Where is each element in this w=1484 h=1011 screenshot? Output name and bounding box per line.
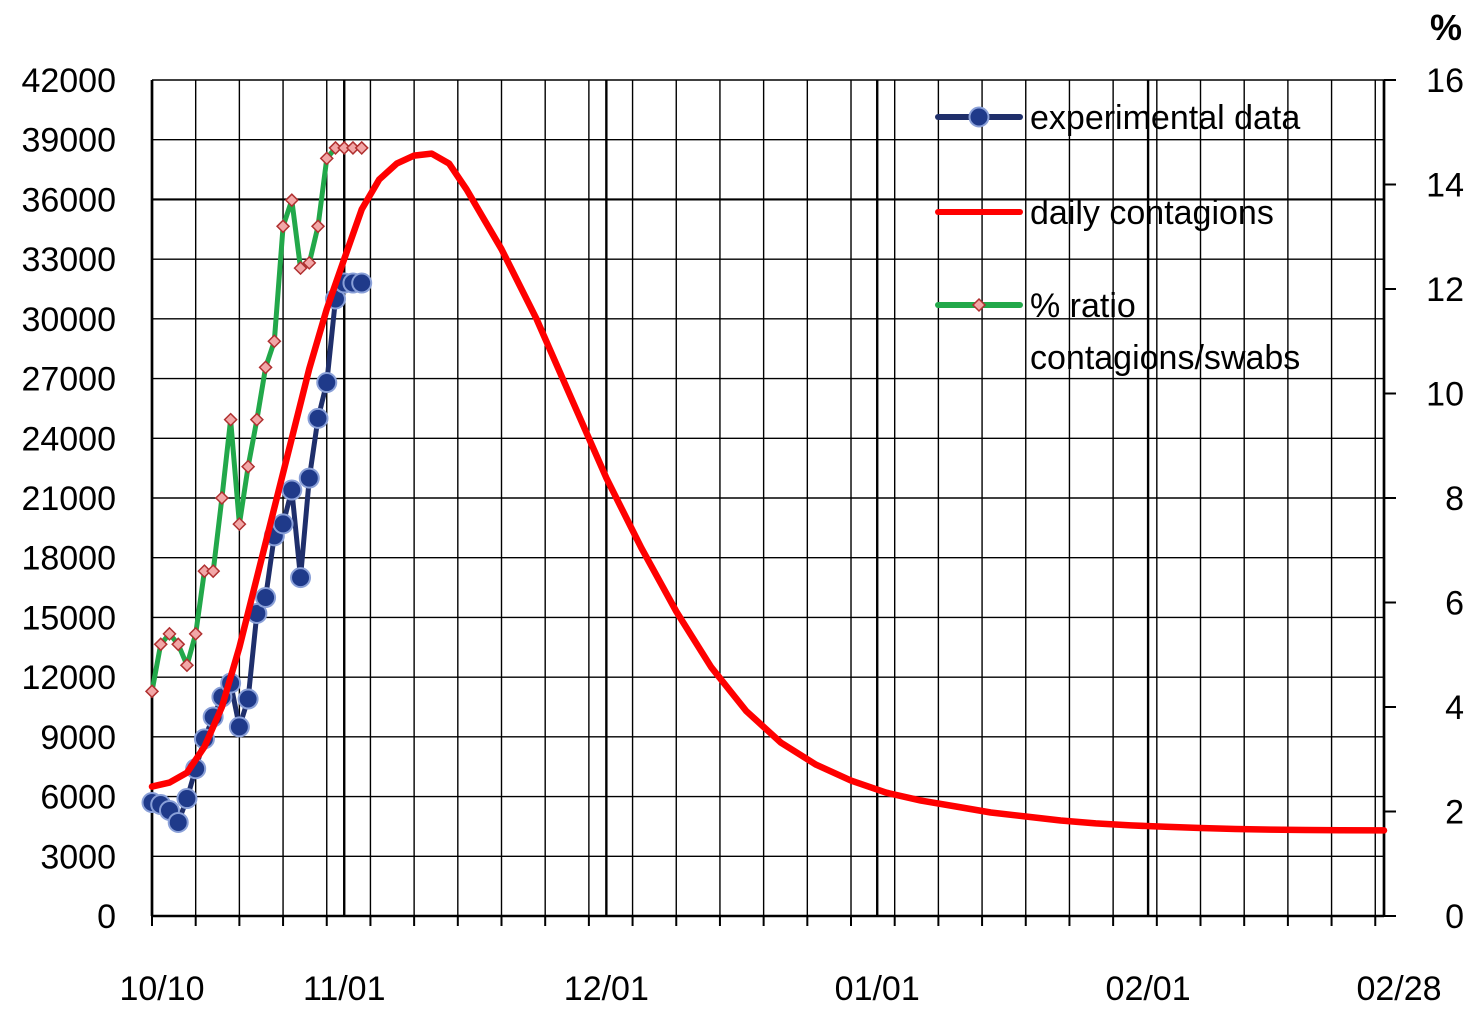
data-point bbox=[298, 467, 320, 489]
data-point bbox=[153, 637, 168, 652]
x-tick-label: 01/01 bbox=[835, 970, 920, 1008]
data-point bbox=[237, 688, 259, 710]
data-point bbox=[307, 407, 329, 429]
legend-label: contagions/swabs bbox=[1030, 339, 1300, 377]
y-tick-label: 27000 bbox=[21, 361, 116, 399]
data-point bbox=[316, 372, 338, 394]
x-tick-label: 11/01 bbox=[303, 970, 386, 1008]
data-point bbox=[167, 811, 189, 833]
y-tick-label: 9000 bbox=[40, 719, 116, 757]
legend-label: daily contagions bbox=[1030, 194, 1274, 232]
x-tick-label: 10/10 bbox=[119, 970, 204, 1008]
legend-marker bbox=[968, 106, 990, 128]
data-point bbox=[214, 490, 229, 506]
data-point bbox=[281, 479, 303, 501]
data-point bbox=[354, 140, 369, 155]
data-point bbox=[276, 219, 291, 234]
y2-tick-label: 2 bbox=[1445, 794, 1464, 832]
data-point bbox=[272, 513, 294, 535]
data-point bbox=[249, 412, 264, 427]
data-point bbox=[293, 261, 308, 276]
data-point bbox=[206, 564, 221, 579]
y-tick-label: 12000 bbox=[21, 659, 116, 697]
series-1 bbox=[148, 150, 1388, 834]
legend-marker bbox=[971, 297, 987, 313]
y2-tick-label: 4 bbox=[1445, 689, 1464, 727]
y-tick-label: 33000 bbox=[21, 241, 116, 279]
y2-tick-label: 0 bbox=[1445, 898, 1464, 936]
y2-tick-label: 12 bbox=[1426, 271, 1464, 309]
y-tick-label: 0 bbox=[97, 898, 116, 936]
data-point bbox=[171, 637, 186, 652]
x-tick-label: 12/01 bbox=[564, 970, 649, 1008]
y-tick-label: 42000 bbox=[21, 62, 116, 100]
y-tick-label: 36000 bbox=[21, 181, 116, 219]
data-point bbox=[162, 626, 177, 641]
y2-tick-label: 6 bbox=[1445, 585, 1464, 623]
y2-tick-label: 16 bbox=[1426, 62, 1464, 100]
y-tick-label: 39000 bbox=[21, 122, 116, 160]
x-tick-label: 02/28 bbox=[1356, 970, 1441, 1008]
data-point bbox=[228, 716, 250, 738]
y-tick-label: 3000 bbox=[40, 838, 116, 876]
data-point bbox=[290, 567, 312, 589]
data-point bbox=[232, 517, 247, 532]
data-point bbox=[310, 219, 326, 234]
data-point bbox=[223, 412, 238, 427]
data-point bbox=[188, 626, 203, 641]
legend-label: % ratio bbox=[1030, 287, 1136, 325]
data-point bbox=[258, 360, 273, 375]
y2-tick-label: 14 bbox=[1426, 167, 1464, 205]
data-point bbox=[351, 272, 373, 294]
series-2 bbox=[144, 140, 369, 699]
series-line bbox=[148, 150, 1388, 834]
data-point bbox=[176, 788, 198, 810]
legend-label: experimental data bbox=[1030, 99, 1300, 137]
data-point bbox=[319, 151, 334, 166]
data-point bbox=[144, 684, 160, 699]
data-point bbox=[179, 658, 195, 673]
y-tick-label: 21000 bbox=[21, 480, 116, 518]
y-tick-label: 18000 bbox=[21, 540, 116, 578]
data-point bbox=[284, 193, 299, 208]
y-tick-label: 30000 bbox=[21, 301, 116, 339]
x-tick-label: 02/01 bbox=[1106, 970, 1191, 1008]
legend: experimental data daily contagions % ratio… bbox=[935, 99, 1300, 377]
y-tick-label: 24000 bbox=[21, 420, 116, 458]
y2-tick-label: 8 bbox=[1445, 480, 1464, 518]
y2-tick-label: 10 bbox=[1426, 376, 1464, 414]
data-point bbox=[255, 587, 277, 609]
y2-unit-label: % bbox=[1430, 7, 1462, 48]
y-tick-label: 6000 bbox=[40, 779, 116, 817]
data-point bbox=[241, 459, 256, 474]
data-point bbox=[267, 334, 282, 349]
y-tick-label: 15000 bbox=[21, 599, 116, 637]
data-point bbox=[302, 255, 317, 270]
